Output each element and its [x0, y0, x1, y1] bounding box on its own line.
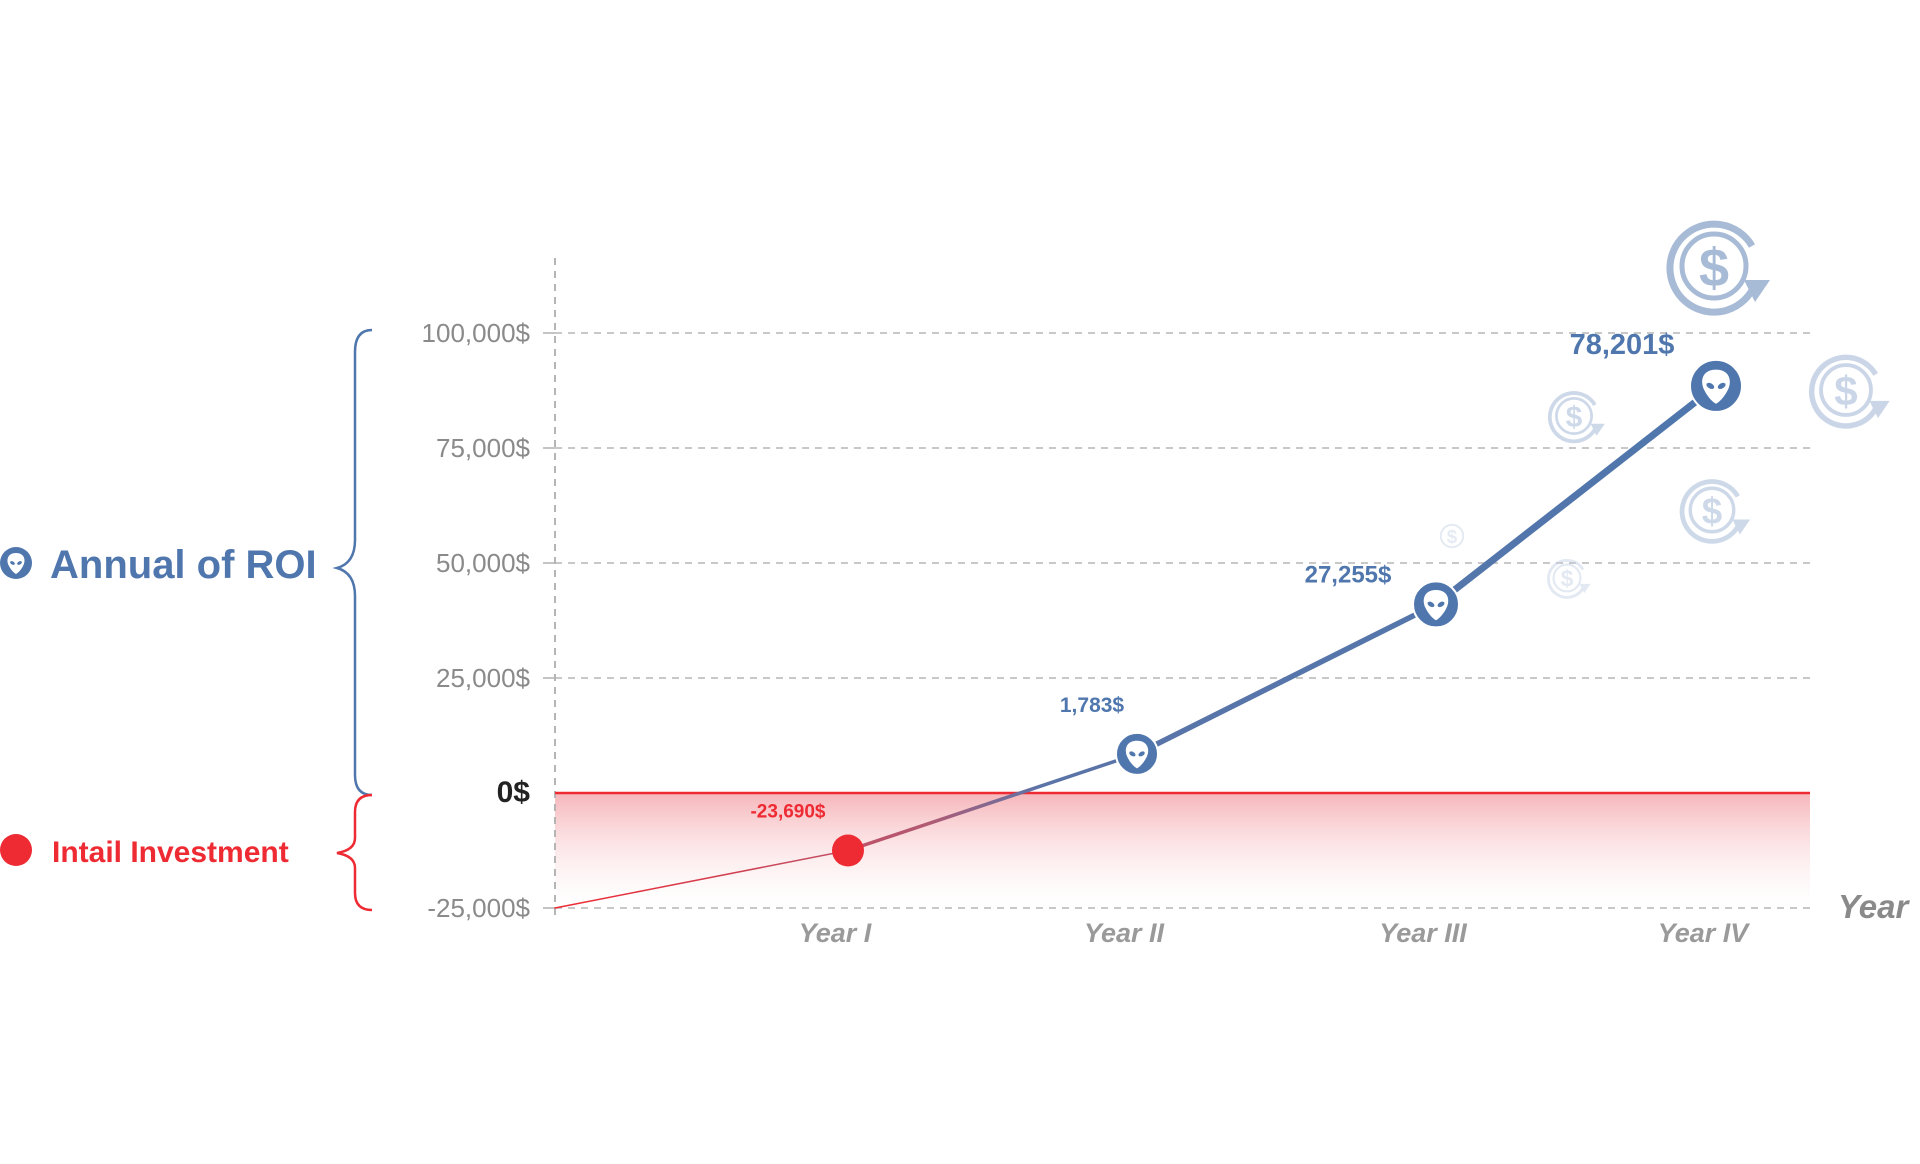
alien-head-icon [1689, 358, 1743, 413]
alien-head-icon [1115, 731, 1159, 776]
x-axis-label: Year [1838, 888, 1910, 925]
roi-series [554, 358, 1743, 909]
grid-lines [543, 332, 1810, 909]
data-label: 27,255$ [1305, 561, 1392, 588]
dollar-refresh-icon: $ [1808, 354, 1890, 429]
svg-text:$: $ [1702, 491, 1722, 532]
legend-investment-label: Intail Investment [52, 836, 289, 869]
dollar-refresh-icon: $ [1666, 220, 1770, 316]
legend-roi-label: Annual of ROI [50, 543, 317, 587]
y-tick-label: 100,000$ [422, 318, 531, 348]
series-line-segment [1432, 382, 1720, 608]
svg-text:$: $ [1566, 401, 1583, 434]
series-line-segment [554, 849, 849, 909]
alien-head-icon [0, 547, 32, 579]
dollar-refresh-icon: $ [1547, 559, 1591, 599]
x-tick-label: Year I [799, 918, 872, 948]
roi-bracket [332, 328, 373, 797]
svg-text:$: $ [1447, 527, 1458, 548]
svg-text:$: $ [1834, 368, 1857, 415]
data-label: 1,783$ [1060, 694, 1125, 717]
dollar-refresh-icon: $ [1679, 479, 1751, 544]
svg-text:$: $ [1561, 565, 1574, 591]
investment-bracket [336, 793, 373, 912]
x-tick-label: Year III [1379, 918, 1467, 948]
data-labels: -23,690$ 1,783$ 27,255$ 78,201$ [750, 329, 1674, 823]
series-line-segment [1134, 601, 1439, 757]
dollar-icon: $ [1439, 523, 1465, 549]
y-tick-label: 50,000$ [436, 548, 531, 578]
negative-area-fill [555, 793, 1810, 909]
y-tick-label: -25,000$ [427, 893, 530, 923]
x-tick-label: Year IV [1658, 918, 1751, 948]
x-axis-ticks: Year I Year II Year III Year IV [799, 918, 1751, 948]
y-tick-label: 25,000$ [436, 663, 531, 693]
y-tick-label: 0$ [497, 776, 531, 809]
negative-region [555, 793, 1810, 909]
y-tick-label: 75,000$ [436, 433, 531, 463]
y-axis-ticks: -25,000$ 0$ 25,000$ 50,000$ 75,000$ 100,000$ [422, 318, 531, 923]
legend: Annual of ROI Intail Investment [0, 328, 373, 912]
data-label: 78,201$ [1570, 329, 1675, 361]
x-tick-label: Year II [1084, 918, 1165, 948]
series-line-segment [846, 752, 1139, 853]
investment-dot-icon [0, 834, 32, 866]
alien-head-icon [1412, 580, 1460, 629]
dollar-refresh-icon: $ [1547, 391, 1605, 444]
svg-text:$: $ [1699, 238, 1729, 298]
data-point [832, 834, 864, 867]
data-label: -23,690$ [750, 802, 825, 823]
